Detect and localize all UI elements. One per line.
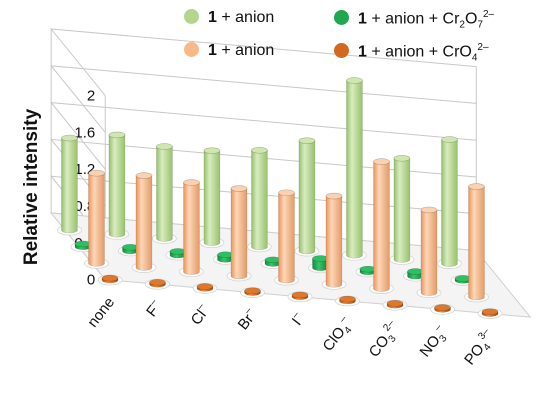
bar [179,179,204,278]
category-label: I– [287,309,308,329]
bar [294,137,320,257]
legend-swatch [184,42,199,57]
legend-text: + anion + CrO [366,43,472,61]
category-label: ClO4– [318,313,358,356]
series-group [84,158,489,303]
legend-text: + anion + Cr [366,10,460,28]
bar [199,147,225,249]
legend-sub: 2 [459,19,465,31]
bar [97,274,123,286]
category-label: none [84,294,118,331]
legend-swatch [184,9,199,24]
legend-swatch [334,43,349,59]
bar [152,143,177,244]
legend-sup: 2– [482,9,495,20]
bar [57,134,82,236]
legend-text: + anion [216,42,275,59]
bar-series [57,77,503,320]
bar [369,158,394,294]
legend-swatch [334,10,349,26]
bar [287,291,313,303]
legend-text: + anion [216,9,275,26]
bar [335,295,360,307]
legend-item-green-light: 1 + anion [184,9,274,27]
legend-sup: 2– [477,42,489,53]
bar [192,282,218,294]
legend-text-mid: O [464,10,478,28]
legend-bold: 1 [358,10,367,28]
bar [477,308,503,320]
category-label: PO43– [460,326,501,370]
legend-item-orange-light: 1 + anion [184,42,274,60]
category-label: Cl– [186,301,213,329]
category-label: CO32– [364,318,406,363]
bar [342,77,367,261]
category-label: NO3– [415,322,453,362]
bar [321,192,347,290]
y-tick-label: 1.6 [74,124,95,141]
bar [430,303,455,315]
legend-item-orange-dark: 1 + anion + CrO42– [334,42,489,64]
bar [131,172,157,273]
bar [247,146,272,253]
series-group [97,274,503,320]
legend-item-green-dark: 1 + anion + Cr2O72– [334,9,494,31]
legend-sub: 4 [471,52,478,64]
bar [84,169,109,269]
bar [389,154,415,265]
category-label: F– [142,297,166,321]
bar [240,287,265,299]
legend-bold: 1 [208,42,217,59]
bar [382,299,408,311]
bar [437,136,462,270]
bar [274,189,299,286]
y-tick-label: 2 [87,88,95,105]
legend-sub: 7 [477,19,483,31]
bar [104,131,130,240]
bar [464,183,489,303]
y-axis-label: Relative intensity [21,108,42,265]
bar [145,278,170,290]
legend-bold: 1 [358,43,367,61]
category-label: Br– [233,305,261,333]
gridline [50,65,477,133]
series-group [57,77,462,270]
legend-bold: 1 [208,9,217,26]
bar [226,185,252,282]
bar [416,206,442,299]
y-tick-label: 0 [87,272,95,289]
